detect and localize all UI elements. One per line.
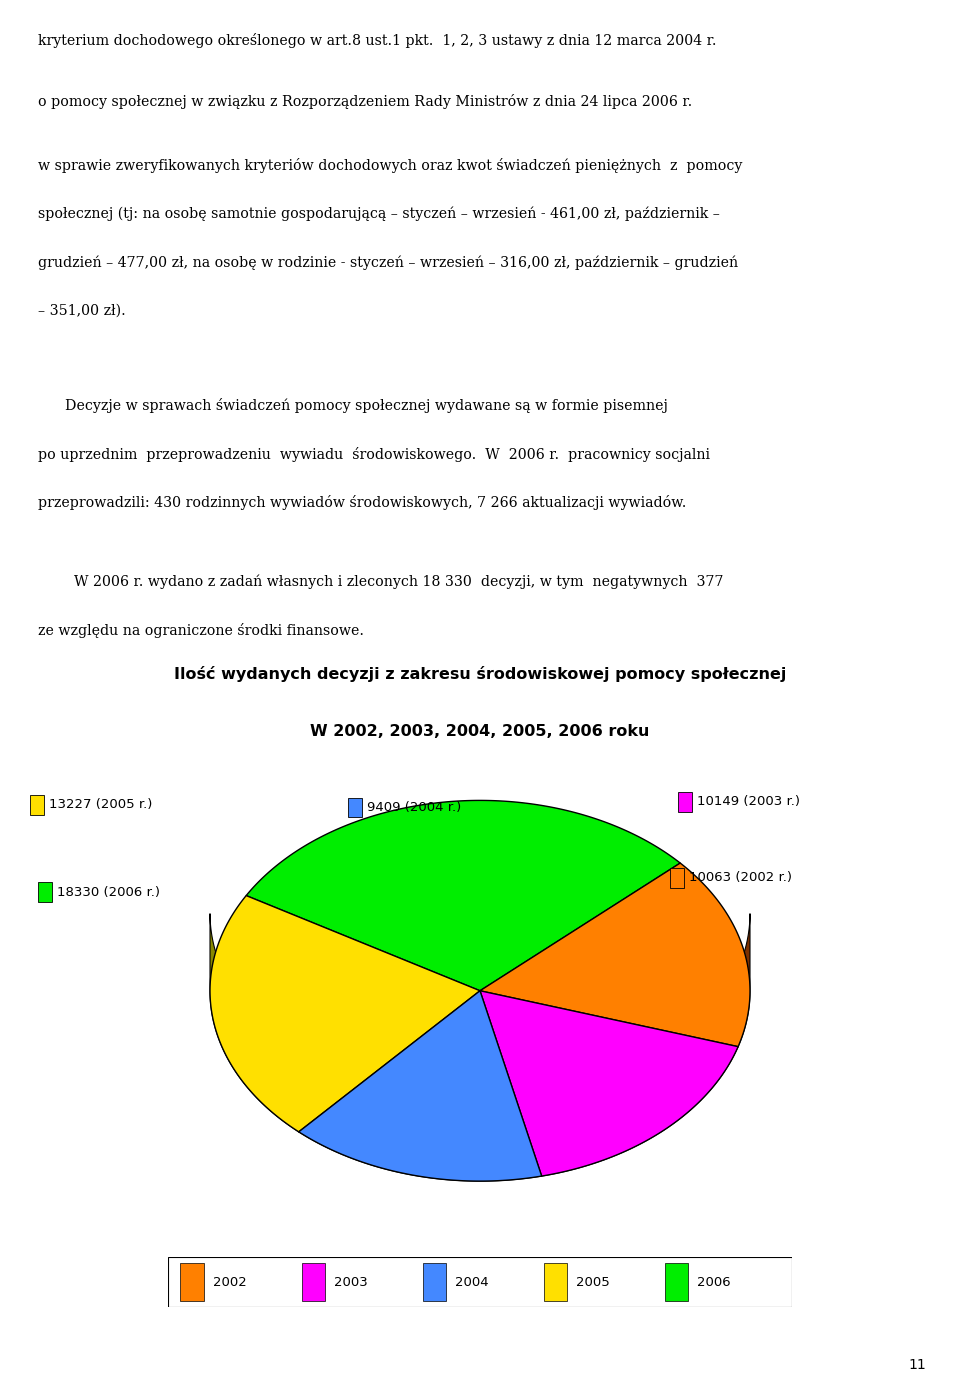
Polygon shape [738, 914, 750, 1047]
Text: 13227 (2005 r.): 13227 (2005 r.) [49, 798, 153, 812]
Polygon shape [299, 990, 541, 1181]
Polygon shape [480, 913, 738, 1047]
Text: 2005: 2005 [576, 1275, 610, 1289]
Text: 10063 (2002 r.): 10063 (2002 r.) [689, 871, 792, 885]
Bar [30, 795, 44, 815]
Text: 2004: 2004 [455, 1275, 489, 1289]
Text: 10149 (2003 r.): 10149 (2003 r.) [697, 795, 800, 808]
Text: 2003: 2003 [334, 1275, 368, 1289]
Text: 11: 11 [909, 1358, 926, 1372]
Polygon shape [480, 913, 541, 1176]
Text: – 351,00 zł).: – 351,00 zł). [38, 304, 126, 318]
Polygon shape [299, 913, 480, 1131]
Text: 18330 (2006 r.): 18330 (2006 r.) [57, 885, 160, 899]
Text: społecznej (tj: na osobę samotnie gospodarującą – styczeń – wrzesień - 461,00 zł: społecznej (tj: na osobę samotnie gospod… [38, 206, 720, 221]
Text: Ilość wydanych decyzji z zakresu środowiskowej pomocy społecznej: Ilość wydanych decyzji z zakresu środowi… [174, 665, 786, 682]
Polygon shape [480, 863, 750, 1047]
Bar [543, 1263, 567, 1301]
Text: 2006: 2006 [697, 1275, 731, 1289]
Text: Decyzje w sprawach świadczeń pomocy społecznej wydawane są w formie pisemnej: Decyzje w sprawach świadczeń pomocy społ… [38, 398, 668, 414]
Polygon shape [210, 896, 480, 1131]
Text: 9409 (2004 r.): 9409 (2004 r.) [367, 801, 461, 815]
Polygon shape [480, 913, 738, 1047]
Text: o pomocy społecznej w związku z Rozporządzeniem Rady Ministrów z dnia 24 lipca 2: o pomocy społecznej w związku z Rozporzą… [38, 94, 693, 109]
Bar [678, 792, 692, 812]
Bar [664, 1263, 688, 1301]
Bar [301, 1263, 325, 1301]
Polygon shape [480, 990, 738, 1176]
Text: W 2006 r. wydano z zadań własnych i zleconych 18 330  decyzji, w tym  negatywnyc: W 2006 r. wydano z zadań własnych i zlec… [38, 574, 724, 589]
Bar [180, 1263, 204, 1301]
Bar [38, 882, 52, 902]
Text: W 2002, 2003, 2004, 2005, 2006 roku: W 2002, 2003, 2004, 2005, 2006 roku [310, 725, 650, 740]
Polygon shape [299, 1054, 541, 1181]
Text: ze względu na ograniczone środki finansowe.: ze względu na ograniczone środki finanso… [38, 624, 365, 638]
Polygon shape [480, 913, 541, 1176]
Text: przeprowadzili: 430 rodzinnych wywiadów środowiskowych, 7 266 aktualizacji wywia: przeprowadzili: 430 rodzinnych wywiadów … [38, 495, 686, 510]
Bar [348, 798, 362, 817]
Text: po uprzednim  przeprowadzeniu  wywiadu  środowiskowego.  W  2006 r.  pracownicy : po uprzednim przeprowadzeniu wywiadu śro… [38, 447, 710, 462]
Polygon shape [541, 969, 738, 1176]
Polygon shape [299, 913, 480, 1131]
Bar [422, 1263, 446, 1301]
Bar [670, 869, 684, 888]
Text: w sprawie zweryfikowanych kryteriów dochodowych oraz kwot świadczeń pieniężnych : w sprawie zweryfikowanych kryteriów doch… [38, 158, 743, 173]
Polygon shape [246, 801, 681, 990]
Text: grudzień – 477,00 zł, na osobę w rodzinie - styczeń – wrzesień – 316,00 zł, paźd: grudzień – 477,00 zł, na osobę w rodzini… [38, 254, 738, 270]
Text: kryterium dochodowego określonego w art.8 ust.1 pkt.  1, 2, 3 ustawy z dnia 12 m: kryterium dochodowego określonego w art.… [38, 33, 717, 48]
Polygon shape [210, 914, 299, 1131]
Text: 2002: 2002 [213, 1275, 247, 1289]
